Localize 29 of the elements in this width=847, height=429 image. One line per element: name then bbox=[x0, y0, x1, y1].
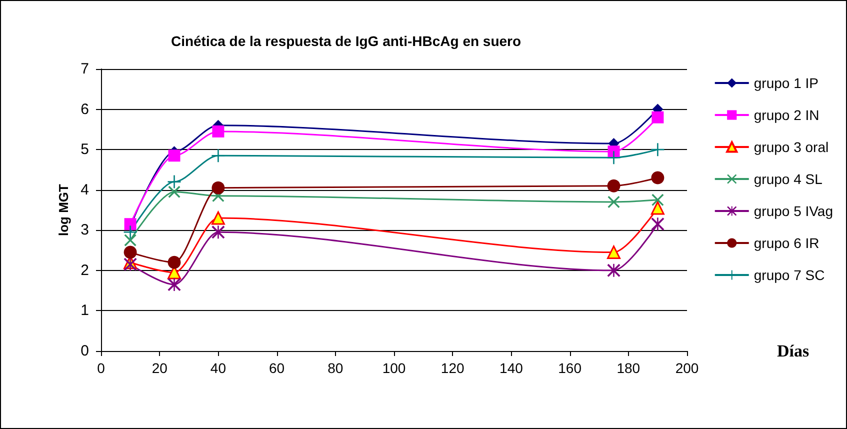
legend-label: grupo 6 IR bbox=[754, 235, 820, 251]
x-tick-label: 80 bbox=[328, 360, 344, 376]
y-tick-label: 1 bbox=[80, 302, 89, 320]
y-tick-label: 6 bbox=[80, 100, 89, 118]
legend-label: grupo 4 SL bbox=[754, 171, 823, 187]
y-tick-label: 3 bbox=[80, 222, 89, 239]
x-tick-label: 140 bbox=[500, 360, 524, 376]
y-tick-label: 5 bbox=[80, 141, 89, 158]
x-axis-title: Días bbox=[777, 342, 810, 360]
x-tick-label: 180 bbox=[616, 360, 640, 376]
x-tick-label: 160 bbox=[558, 360, 582, 376]
y-axis-title: log MGT bbox=[56, 184, 71, 236]
x-tick-label: 200 bbox=[675, 360, 699, 376]
legend-label: grupo 3 oral bbox=[754, 139, 829, 155]
x-tick-label: 100 bbox=[382, 360, 406, 376]
x-tick-label: 0 bbox=[97, 360, 106, 376]
y-tick-label: 0 bbox=[80, 342, 89, 360]
y-tick-label: 4 bbox=[80, 181, 89, 198]
y-tick-label: 7 bbox=[80, 60, 89, 78]
x-tick-label: 60 bbox=[269, 360, 285, 376]
x-tick-label: 20 bbox=[152, 360, 168, 376]
legend-label: grupo 5 IVag bbox=[754, 203, 834, 219]
chart-title: Cinética de la respuesta de IgG anti-HBcAg en suero bbox=[170, 33, 522, 49]
x-tick-label: 120 bbox=[440, 360, 464, 376]
y-tick-label: 2 bbox=[80, 262, 89, 279]
legend-label: grupo 2 IN bbox=[754, 107, 820, 123]
legend-label: grupo 7 SC bbox=[754, 267, 825, 283]
x-tick-label: 40 bbox=[210, 360, 226, 376]
legend-label: grupo 1 IP bbox=[754, 75, 818, 91]
